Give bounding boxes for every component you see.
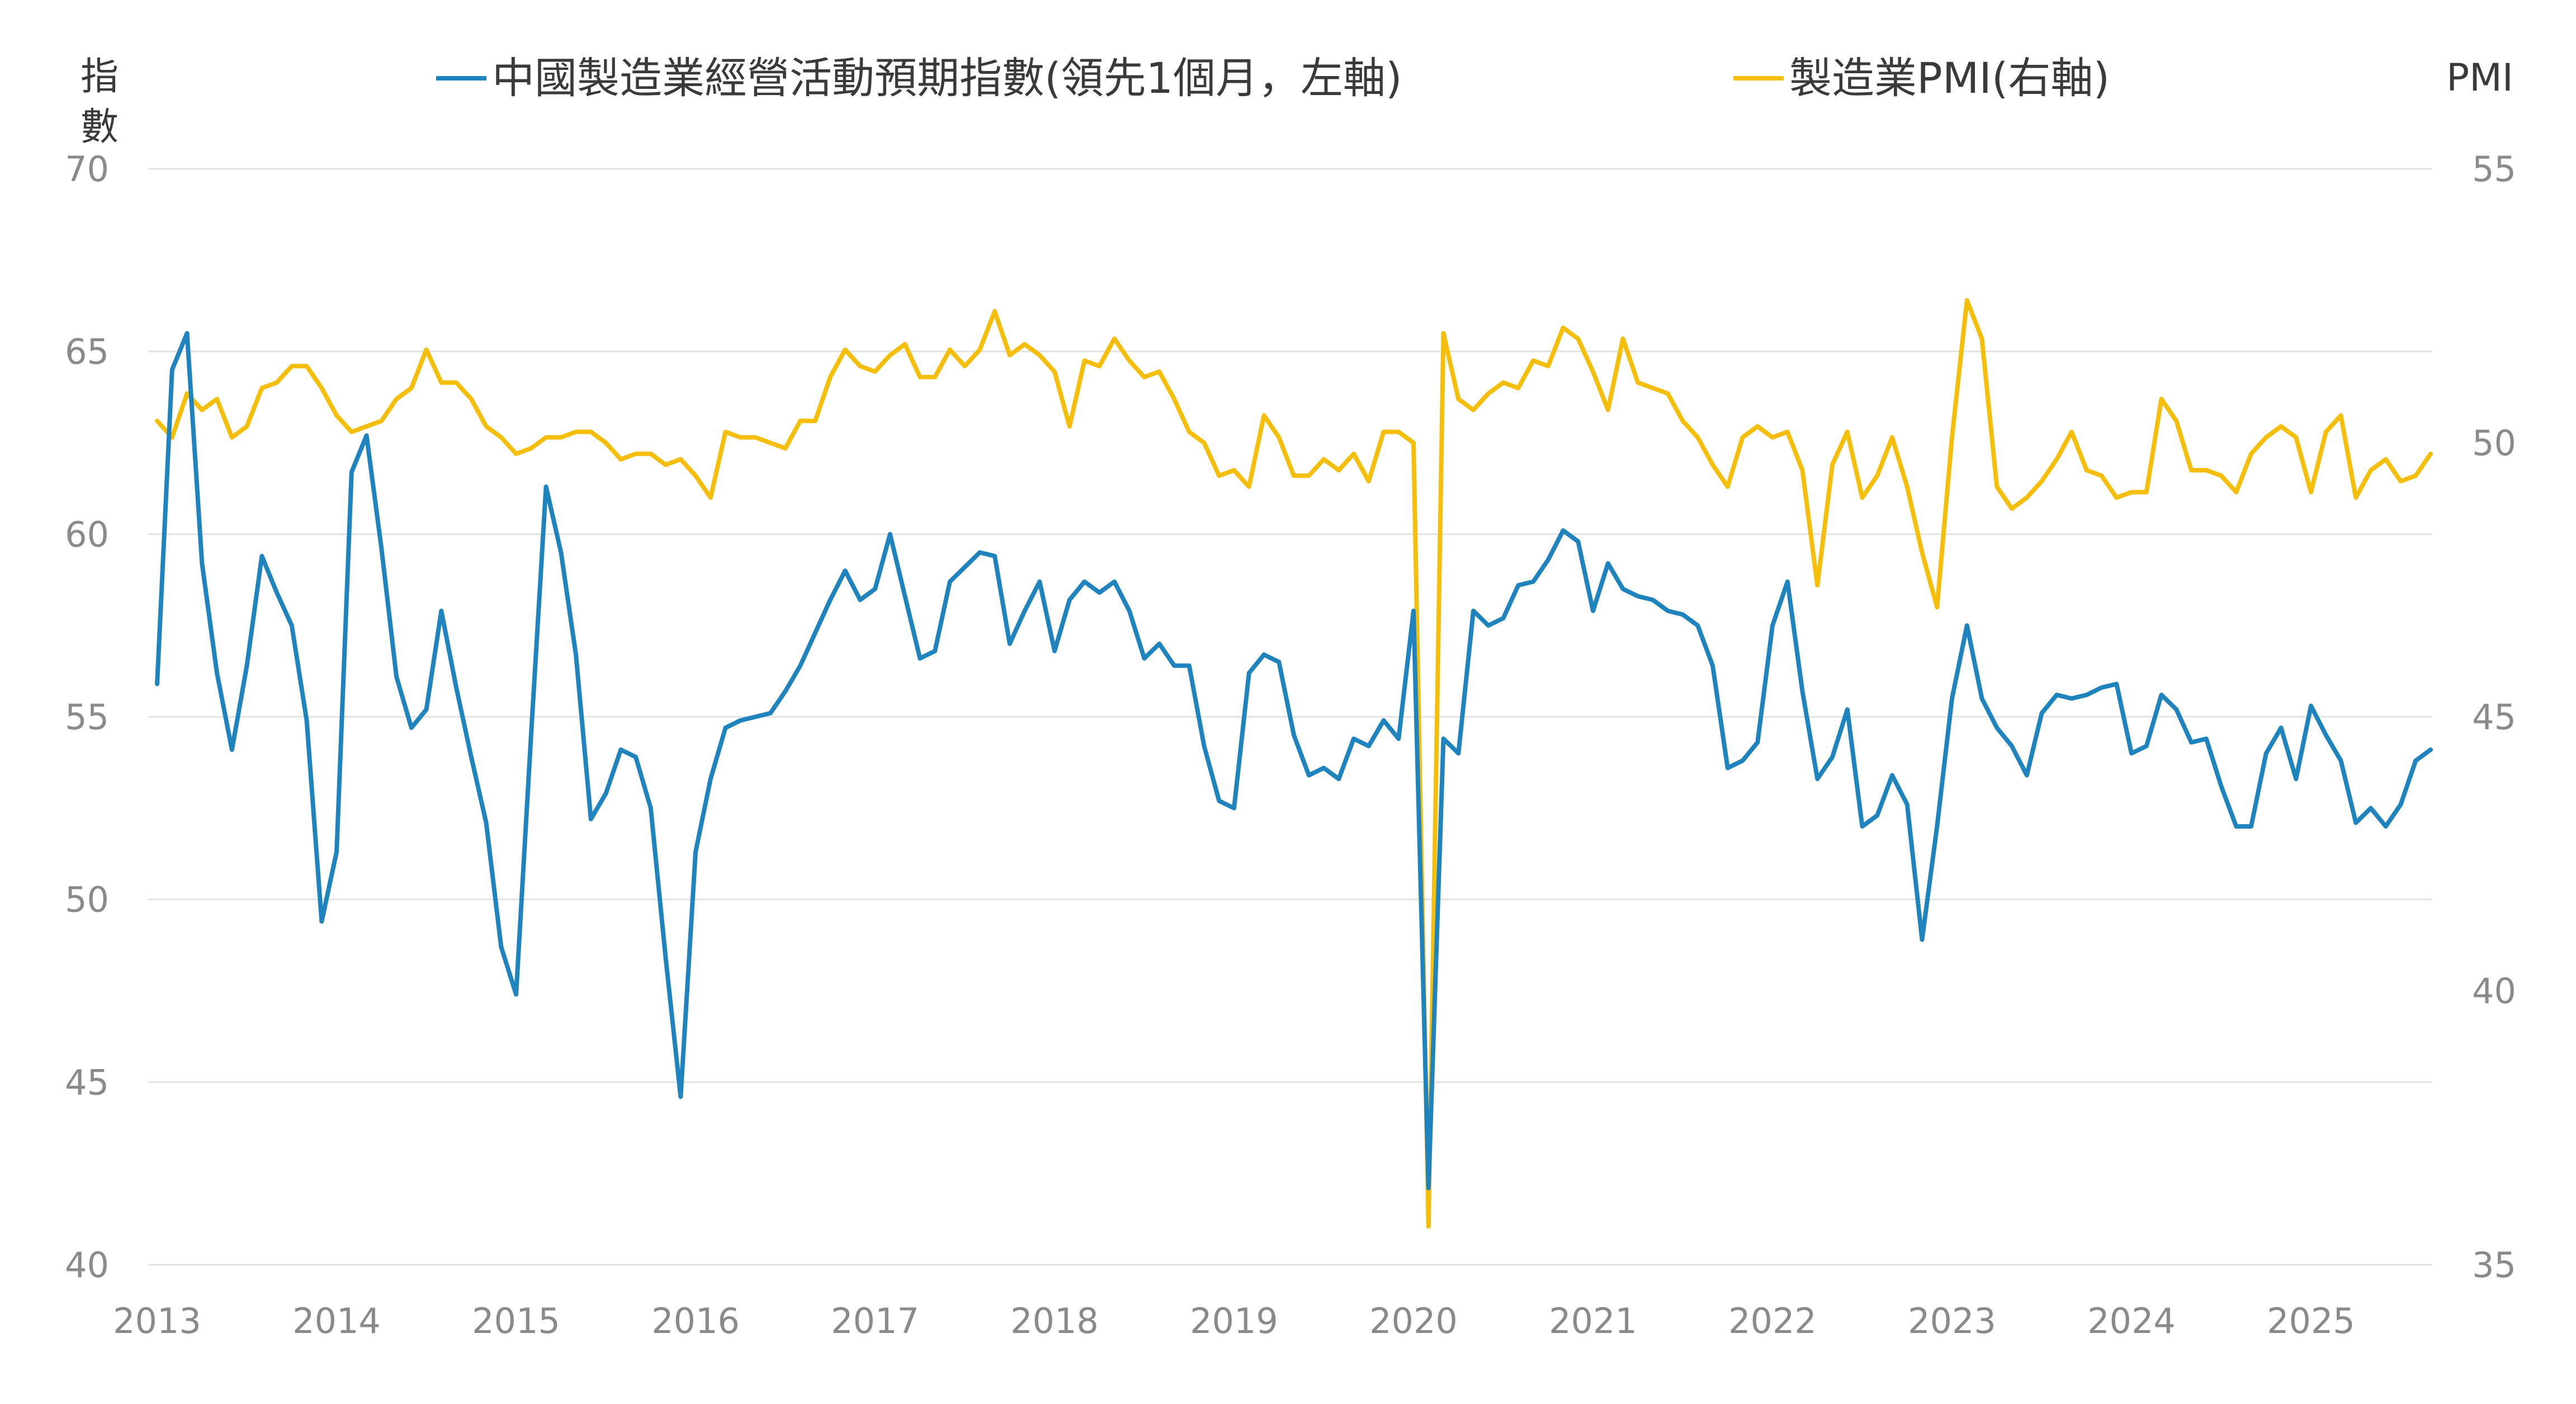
right-axis-title: PMI (2446, 56, 2513, 100)
x-tick-label: 2018 (1010, 1301, 1099, 1341)
left-axis-title-line-2: 數 (81, 105, 119, 149)
x-tick-label: 2015 (472, 1301, 560, 1341)
x-tick-label: 2025 (2267, 1301, 2355, 1341)
right-tick-label: 40 (2472, 971, 2516, 1011)
series-layer (155, 298, 2433, 1229)
left-tick-label: 40 (65, 1245, 109, 1285)
left-tick-label: 45 (65, 1062, 109, 1103)
legend-label-expectation-index: 中國製造業經營活動預期指數(領先1個月，左軸) (492, 53, 1402, 103)
right-tick-label: 35 (2472, 1245, 2516, 1285)
right-axis-ticks: 55 50 45 40 35 (2472, 149, 2516, 1285)
x-tick-label: 2022 (1728, 1301, 1817, 1341)
series-line-expectation-index (155, 331, 2433, 1190)
right-tick-label: 50 (2472, 423, 2516, 464)
gridlines (148, 168, 2432, 1266)
x-tick-label: 2023 (1908, 1301, 1996, 1341)
left-axis-title-line-1: 指 (81, 55, 119, 99)
left-tick-label: 50 (65, 880, 109, 920)
left-tick-label: 55 (65, 697, 109, 738)
x-tick-label: 2024 (2087, 1301, 2176, 1341)
series-line-pmi (155, 298, 2433, 1229)
x-tick-label: 2019 (1190, 1301, 1278, 1341)
x-tick-label: 2021 (1549, 1301, 1637, 1341)
x-axis-ticks: 2013 2014 2015 2016 2017 2018 2019 2020 2021 2022… (113, 1301, 2355, 1341)
left-axis-ticks: 70 65 60 55 50 45 40 (65, 149, 109, 1285)
x-tick-label: 2017 (831, 1301, 919, 1341)
right-tick-label: 45 (2472, 697, 2516, 738)
x-tick-label: 2013 (113, 1301, 201, 1341)
x-tick-label: 2014 (292, 1301, 381, 1341)
right-tick-label: 55 (2472, 149, 2516, 190)
left-tick-label: 60 (65, 514, 109, 555)
legend: 中國製造業經營活動預期指數(領先1個月，左軸) 製造業PMI(右軸) (436, 53, 2110, 103)
left-tick-label: 70 (65, 149, 109, 190)
x-tick-label: 2016 (651, 1301, 740, 1341)
left-tick-label: 65 (65, 332, 109, 372)
legend-label-pmi: 製造業PMI(右軸) (1789, 53, 2110, 103)
x-tick-label: 2020 (1369, 1301, 1458, 1341)
